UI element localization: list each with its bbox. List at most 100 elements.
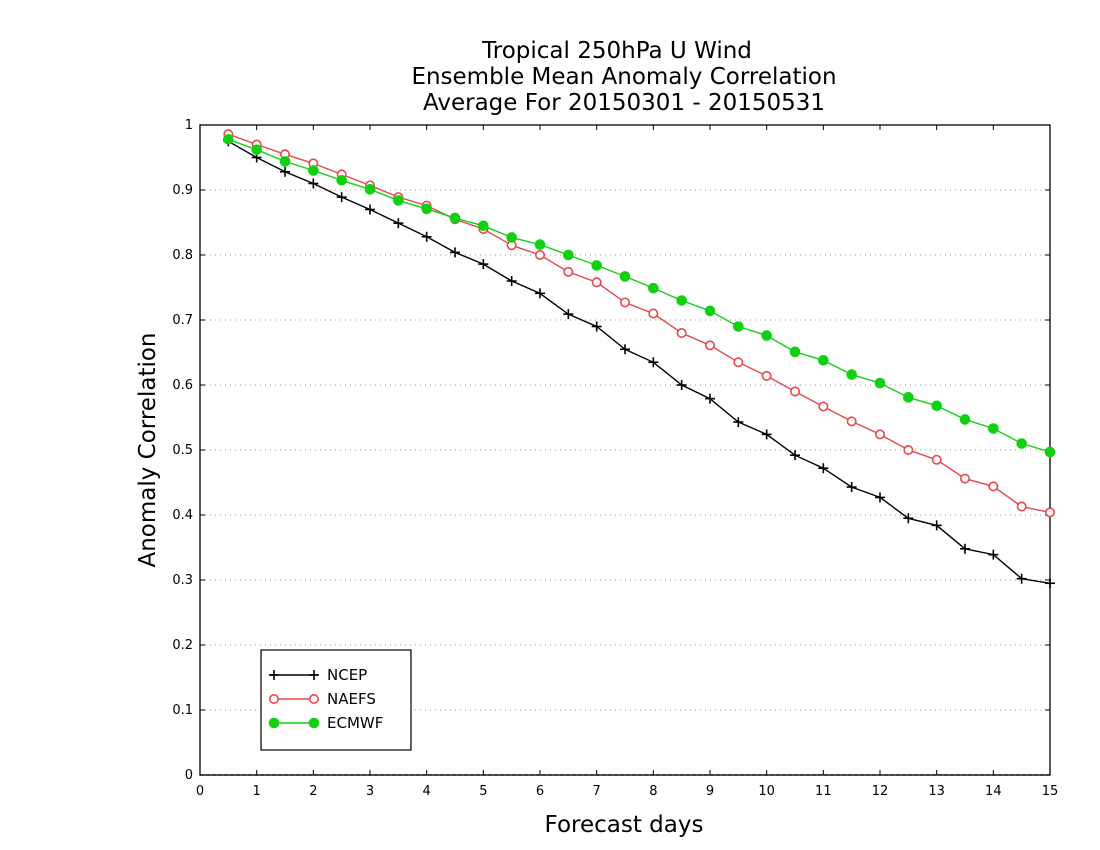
data-point-naefs [676, 327, 687, 338]
x-tick-label: 4 [423, 784, 431, 799]
y-tick-label: 1 [185, 118, 193, 133]
data-point-ncep [620, 344, 630, 355]
x-tick-label: 5 [479, 784, 487, 799]
data-point-naefs [619, 297, 630, 308]
x-tick-label: 8 [649, 784, 657, 799]
series-naefs [223, 129, 1056, 518]
legend-item-ecmwf: ECMWF [268, 714, 383, 732]
data-point-naefs [733, 357, 744, 368]
data-point-ecmwf [874, 377, 886, 389]
legend-item-ncep: NCEP [269, 666, 367, 684]
y-axis-label: Anomaly Correlation [135, 332, 161, 567]
data-point-ncep [421, 231, 432, 242]
y-tick-label: 0.7 [172, 313, 193, 328]
x-tick-label: 3 [366, 784, 374, 799]
legend-marker-ncep [269, 670, 279, 680]
x-tick-label: 7 [593, 784, 601, 799]
series-line-naefs [228, 133, 1051, 514]
data-point-ncep [591, 321, 602, 332]
data-point-ncep [336, 192, 347, 203]
data-point-ecmwf [959, 414, 971, 425]
axis-ticks: 00.10.20.30.40.50.60.70.80.910 1 2 3 4 5 6 7 8 9 1… [172, 118, 1058, 799]
legend-label-ncep: NCEP [327, 666, 367, 684]
data-point-naefs [988, 481, 999, 492]
data-point-naefs [534, 250, 545, 261]
data-point-ecmwf [761, 330, 772, 341]
data-point-ncep [790, 450, 800, 461]
data-point-naefs [563, 266, 574, 277]
data-point-naefs [846, 416, 857, 427]
data-point-ncep [478, 259, 489, 270]
data-point-ecmwf [931, 400, 942, 412]
data-point-ecmwf [846, 369, 857, 380]
data-point-ncep [903, 513, 914, 524]
data-point-ecmwf [818, 355, 829, 366]
data-point-naefs [789, 386, 800, 397]
data-point-ncep [705, 393, 715, 404]
data-point-ncep [365, 204, 375, 215]
y-tick-label: 0.5 [172, 443, 193, 458]
series-ncep [223, 136, 1055, 589]
data-point-ecmwf [251, 144, 262, 155]
data-point-ncep [1045, 578, 1055, 589]
data-point-ncep [676, 380, 687, 390]
grid-lines [200, 189, 1050, 711]
data-point-ecmwf [988, 423, 999, 434]
data-point-ncep [393, 218, 404, 229]
data-point-ncep [450, 247, 460, 258]
series-layer [223, 129, 1056, 589]
legend-label-naefs: NAEFS [327, 690, 376, 708]
x-tick-label: 11 [815, 784, 832, 799]
data-point-ecmwf [223, 134, 234, 145]
y-tick-label: 0.1 [172, 703, 193, 718]
data-point-ncep [960, 543, 970, 554]
legend-box [260, 649, 412, 751]
y-tick-label: 0.6 [172, 378, 193, 393]
data-point-ecmwf [733, 321, 744, 332]
data-point-ecmwf [478, 220, 489, 232]
data-point-naefs [761, 370, 772, 381]
data-point-ncep [988, 549, 999, 560]
data-point-naefs [1045, 507, 1056, 518]
data-point-ncep [648, 357, 659, 368]
data-point-ncep [875, 492, 885, 503]
data-point-ecmwf [336, 174, 347, 186]
y-tick-label: 0.2 [172, 638, 193, 653]
x-tick-label: 10 [758, 784, 775, 799]
data-point-ecmwf [563, 249, 574, 261]
data-point-ncep [1016, 573, 1027, 584]
x-tick-label: 6 [536, 784, 544, 799]
data-point-ecmwf [591, 260, 602, 271]
data-point-naefs [704, 340, 715, 351]
data-point-ecmwf [789, 346, 801, 358]
x-tick-label: 0 [196, 784, 204, 799]
x-tick-label: 13 [928, 784, 945, 799]
data-point-ecmwf [449, 212, 461, 224]
data-point-ecmwf [1016, 438, 1027, 449]
x-tick-label: 12 [872, 784, 889, 799]
data-point-naefs [1016, 501, 1027, 512]
legend-marker-naefs [308, 693, 319, 704]
data-point-ecmwf [676, 295, 687, 306]
data-point-ecmwf [421, 203, 432, 215]
x-tick-label: 14 [985, 784, 1002, 799]
legend: NCEP NAEFS ECMWF [260, 649, 412, 751]
y-tick-label: 0.3 [172, 573, 193, 588]
data-point-ecmwf [279, 156, 291, 167]
data-point-ecmwf [903, 392, 914, 403]
data-point-ncep [563, 309, 574, 320]
data-point-ncep [308, 178, 319, 189]
data-point-ncep [761, 429, 772, 440]
y-tick-label: 0.8 [172, 248, 193, 263]
data-point-ncep [818, 463, 829, 474]
data-point-ncep [506, 276, 517, 286]
series-line-ncep [227, 140, 1051, 584]
x-tick-label: 1 [253, 784, 261, 799]
data-point-naefs [931, 454, 942, 465]
data-point-ecmwf [648, 282, 659, 294]
data-point-naefs [959, 473, 970, 484]
data-point-ncep [931, 520, 942, 531]
data-point-ecmwf [393, 195, 404, 206]
x-tick-label: 15 [1042, 784, 1059, 799]
